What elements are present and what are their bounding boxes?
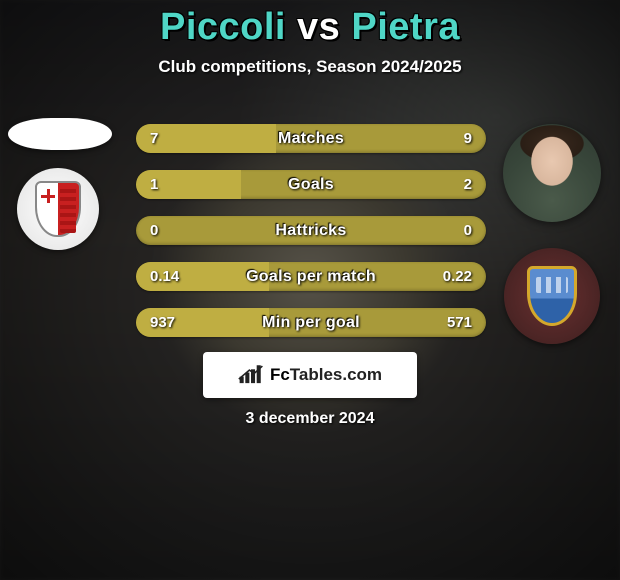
stat-bar: 1Goals2 <box>136 170 486 199</box>
stat-bar: 7Matches9 <box>136 124 486 153</box>
vs-text: vs <box>297 6 340 48</box>
stat-bar: 0Hattricks0 <box>136 216 486 245</box>
page-title: Piccoli vs Pietra <box>0 0 620 49</box>
brand-rest: Tables.com <box>290 365 382 384</box>
footer-date: 3 december 2024 <box>0 410 620 428</box>
player1-avatar <box>8 118 112 150</box>
barchart-icon <box>238 364 264 386</box>
right-player-column <box>502 124 602 344</box>
shield-icon <box>35 181 81 237</box>
brand-bold: Fc <box>270 365 290 384</box>
subtitle: Club competitions, Season 2024/2025 <box>0 57 620 77</box>
stat-value-right: 2 <box>464 170 472 199</box>
brand-badge[interactable]: FcTables.com <box>203 352 417 398</box>
player2-name: Pietra <box>351 6 460 48</box>
left-player-column <box>8 118 108 250</box>
stat-label: Goals per match <box>136 262 486 291</box>
player1-club-crest <box>17 168 99 250</box>
stat-label: Matches <box>136 124 486 153</box>
stat-value-right: 0 <box>464 216 472 245</box>
stat-label: Goals <box>136 170 486 199</box>
content: Piccoli vs Pietra Club competitions, Sea… <box>0 0 620 580</box>
shield-icon <box>527 266 577 326</box>
stat-bar: 937Min per goal571 <box>136 308 486 337</box>
player2-club-crest <box>504 248 600 344</box>
stat-label: Min per goal <box>136 308 486 337</box>
brand-text: FcTables.com <box>270 365 382 385</box>
stat-bar: 0.14Goals per match0.22 <box>136 262 486 291</box>
stat-value-right: 9 <box>464 124 472 153</box>
stats-bars: 7Matches9 1Goals2 0Hattricks0 0.14Goals per… <box>136 124 486 337</box>
player1-name: Piccoli <box>160 6 286 48</box>
stat-label: Hattricks <box>136 216 486 245</box>
stat-value-right: 0.22 <box>443 262 472 291</box>
player2-avatar <box>503 124 601 222</box>
stat-value-right: 571 <box>447 308 472 337</box>
